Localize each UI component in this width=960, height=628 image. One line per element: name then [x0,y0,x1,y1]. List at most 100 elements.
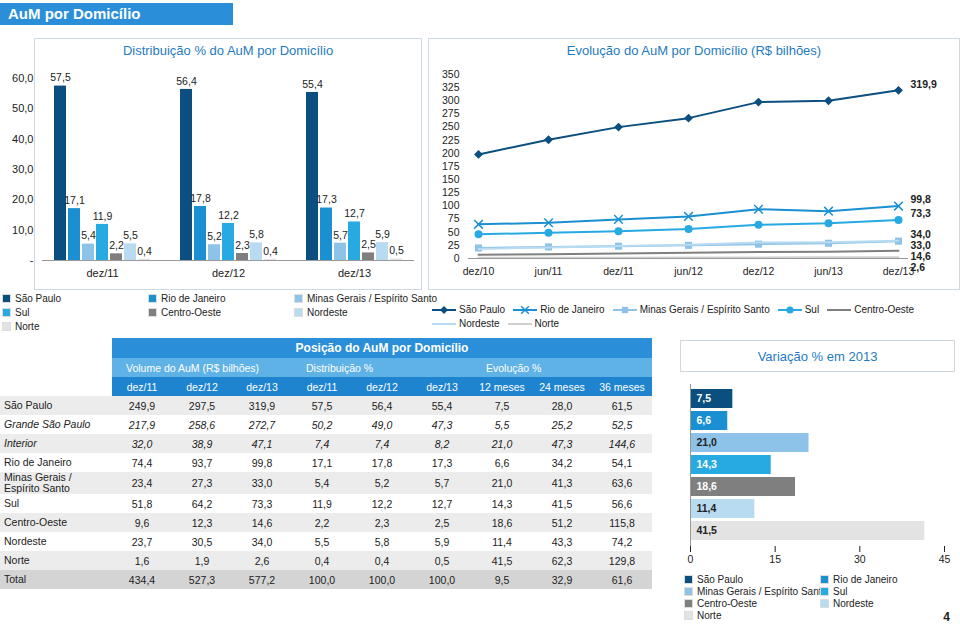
svg-text:55,4: 55,4 [302,78,323,90]
svg-text:300: 300 [442,94,460,106]
svg-text:18,6: 18,6 [697,480,718,492]
html-text:272,7: 272,7 [248,418,276,431]
svg-text:57,5: 57,5 [50,71,71,83]
svg-text:-: - [30,254,34,266]
html-text:dez/13: dez/13 [426,380,458,393]
html-text:Minas Gerais / Espírito Santo: Minas Gerais / Espírito Santo [4,471,72,494]
svg-text:200: 200 [442,147,460,159]
svg-text:30: 30 [854,553,866,565]
svg-text:75: 75 [448,212,460,224]
svg-text:dez/13: dez/13 [338,267,371,279]
html-text:dez/12: dez/12 [186,380,218,393]
html-text:AuM por Domicílio: AuM por Domicílio [8,5,141,22]
html-text:dez/13: dez/13 [246,380,278,393]
html-text:dez/11: dez/11 [306,380,338,393]
svg-text:dez/12: dez/12 [212,267,245,279]
html-text:Evolução %: Evolução % [486,361,542,374]
svg-text:250: 250 [442,120,460,132]
svg-text:0: 0 [454,252,460,264]
html-text:dez/12: dez/12 [366,380,398,393]
svg-text:150: 150 [442,173,460,185]
html-text:47,3: 47,3 [431,418,453,431]
html-text:Variação % em 2013: Variação % em 2013 [757,349,878,364]
svg-text:99,8: 99,8 [911,193,932,205]
svg-text:41,5: 41,5 [697,524,718,536]
svg-text:60,0: 60,0 [12,72,33,84]
svg-text:275: 275 [442,107,460,119]
html-text:dez/11: dez/11 [126,380,158,393]
svg-text:56,4: 56,4 [176,75,197,87]
html-text:Distribuição %: Distribuição % [306,361,374,374]
svg-text:7,5: 7,5 [697,392,712,404]
svg-text:15: 15 [769,553,781,565]
html-text:61,5: 61,5 [611,399,633,412]
svg-text:30,0: 30,0 [12,163,33,175]
svg-text:5,9: 5,9 [375,228,390,240]
svg-text:17,1: 17,1 [64,194,85,206]
svg-text:5,2: 5,2 [207,230,222,242]
html-text:297,5: 297,5 [188,399,216,412]
svg-text:jun/11: jun/11 [534,265,563,277]
svg-text:12,2: 12,2 [218,209,239,221]
svg-text:11,4: 11,4 [697,502,717,514]
html-text:12 meses: 12 meses [479,380,525,393]
svg-text:12,7: 12,7 [344,207,365,219]
svg-text:2,5: 2,5 [361,238,376,250]
svg-text:100: 100 [442,199,460,211]
svg-text:2,6: 2,6 [911,261,926,273]
html-text:249,9: 249,9 [128,399,156,412]
svg-text:jun/13: jun/13 [813,265,843,277]
svg-text:17,3: 17,3 [316,193,337,205]
html-text:50,2: 50,2 [311,418,333,431]
html-text:56,4: 56,4 [371,399,393,412]
svg-text:5,4: 5,4 [81,229,96,241]
svg-text:2,3: 2,3 [235,239,250,251]
svg-text:0: 0 [688,553,694,565]
svg-text:50,0: 50,0 [12,102,33,114]
svg-text:dez/12: dez/12 [743,265,775,277]
html-text:55,4: 55,4 [431,399,453,412]
svg-text:dez/11: dez/11 [86,267,118,279]
html-text:7,5: 7,5 [494,399,510,412]
html-text:Evolução do AuM por Domicílio: Evolução do AuM por Domicílio (R$ bilhõe… [566,43,822,58]
html-text:Distribuição % do AuM por Domi: Distribuição % do AuM por Domicílio [122,43,334,58]
svg-text:325: 325 [442,81,460,93]
svg-text:5,5: 5,5 [123,229,138,241]
svg-text:25: 25 [448,239,460,251]
svg-text:21,0: 21,0 [697,436,718,448]
svg-text:175: 175 [442,160,460,172]
html-text:Volume do AuM (R$ bilhões): Volume do AuM (R$ bilhões) [126,361,260,374]
svg-text:319,9: 319,9 [911,78,937,90]
svg-text:0,4: 0,4 [263,245,278,257]
svg-text:5,7: 5,7 [333,229,348,241]
html-text:Posição do AuM por Domicílio: Posição do AuM por Domicílio [295,341,469,355]
svg-text:20,0: 20,0 [12,193,33,205]
svg-text:5,8: 5,8 [249,228,264,240]
svg-text:14,3: 14,3 [697,458,718,470]
html-text:217,9: 217,9 [128,418,156,431]
html-text:28,0: 28,0 [551,399,573,412]
html-text:49,0: 49,0 [371,418,393,431]
svg-text:6,6: 6,6 [697,414,712,426]
svg-text:jun/12: jun/12 [673,265,703,277]
svg-text:17,8: 17,8 [190,192,211,204]
html-text:258,6: 258,6 [188,418,216,431]
svg-text:225: 225 [442,134,460,146]
svg-text:73,3: 73,3 [911,207,932,219]
svg-text:0,4: 0,4 [137,245,152,257]
svg-text:350: 350 [442,68,460,80]
html-text:24 meses: 24 meses [539,380,585,393]
svg-text:11,9: 11,9 [93,210,113,222]
svg-text:50: 50 [448,226,460,238]
svg-text:10,0: 10,0 [12,224,33,236]
svg-text:125: 125 [442,186,460,198]
svg-text:45: 45 [939,553,951,565]
svg-text:0,5: 0,5 [389,244,404,256]
html-text:319,9: 319,9 [248,399,276,412]
svg-text:dez/10: dez/10 [463,265,495,277]
html-text:57,5: 57,5 [311,399,333,412]
svg-text:2,2: 2,2 [109,239,124,251]
svg-text:40,0: 40,0 [12,133,33,145]
svg-text:dez/11: dez/11 [603,265,634,277]
html-text:36 meses: 36 meses [599,380,645,393]
